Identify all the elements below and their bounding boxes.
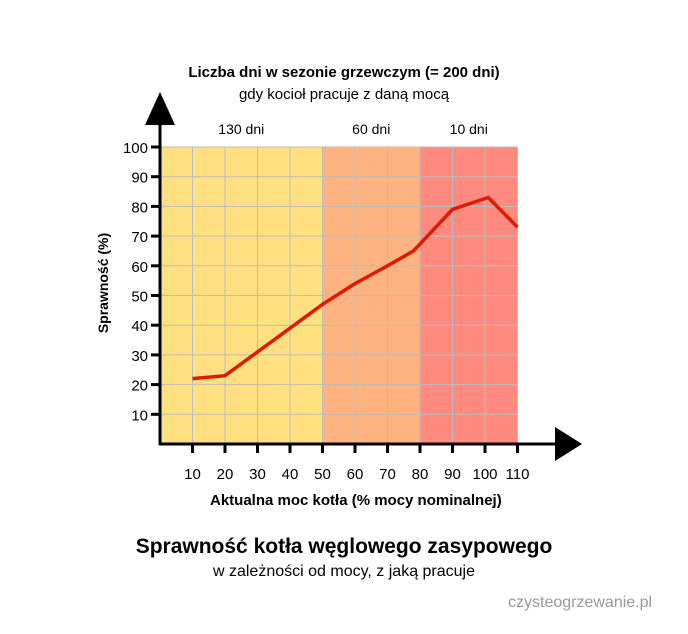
x-tick-label: 30 bbox=[249, 466, 266, 483]
y-tick-label: 70 bbox=[131, 229, 148, 246]
y-tick-label: 10 bbox=[131, 407, 148, 424]
y-tick-label: 100 bbox=[123, 140, 148, 157]
y-tick-label: 90 bbox=[131, 170, 148, 187]
x-tick-label: 110 bbox=[506, 466, 530, 483]
x-axis-label: Aktualna moc kotła (% mocy nominalnej) bbox=[210, 492, 502, 509]
x-tick-label: 20 bbox=[217, 466, 234, 483]
x-tick-label: 50 bbox=[314, 466, 331, 483]
y-axis-arrow bbox=[145, 92, 175, 125]
chart-subtitle: w zależności od mocy, z jaką pracuje bbox=[212, 563, 476, 580]
x-tick-label: 10 bbox=[184, 466, 201, 483]
x-tick-label: 40 bbox=[282, 466, 299, 483]
efficiency-line bbox=[192, 195, 519, 381]
x-tick-label: 80 bbox=[412, 466, 429, 483]
band-label: 60 dni bbox=[352, 121, 390, 137]
chart-title: Sprawność kotła węglowego zasypowego bbox=[135, 535, 553, 558]
top-title: Liczba dni w sezonie grzewczym (= 200 dn… bbox=[188, 64, 500, 81]
x-tick-label: 90 bbox=[444, 466, 461, 483]
y-tick-label: 80 bbox=[131, 199, 148, 216]
band-label: 130 dni bbox=[218, 121, 264, 137]
watermark: czysteogrzewanie.pl bbox=[508, 594, 653, 611]
y-tick-label: 60 bbox=[131, 259, 148, 276]
y-tick-label: 50 bbox=[131, 289, 148, 306]
top-subtitle: gdy kocioł pracuje z daną mocą bbox=[238, 86, 450, 103]
x-tick-label: 60 bbox=[347, 466, 364, 483]
band-label: 10 dni bbox=[450, 121, 488, 137]
x-tick-label: 100 bbox=[472, 466, 497, 483]
x-tick-label: 70 bbox=[379, 466, 396, 483]
y-tick-label: 30 bbox=[131, 348, 148, 365]
y-tick-label: 40 bbox=[131, 318, 148, 335]
y-tick-label: 20 bbox=[131, 378, 148, 395]
x-axis-arrow bbox=[555, 427, 582, 461]
